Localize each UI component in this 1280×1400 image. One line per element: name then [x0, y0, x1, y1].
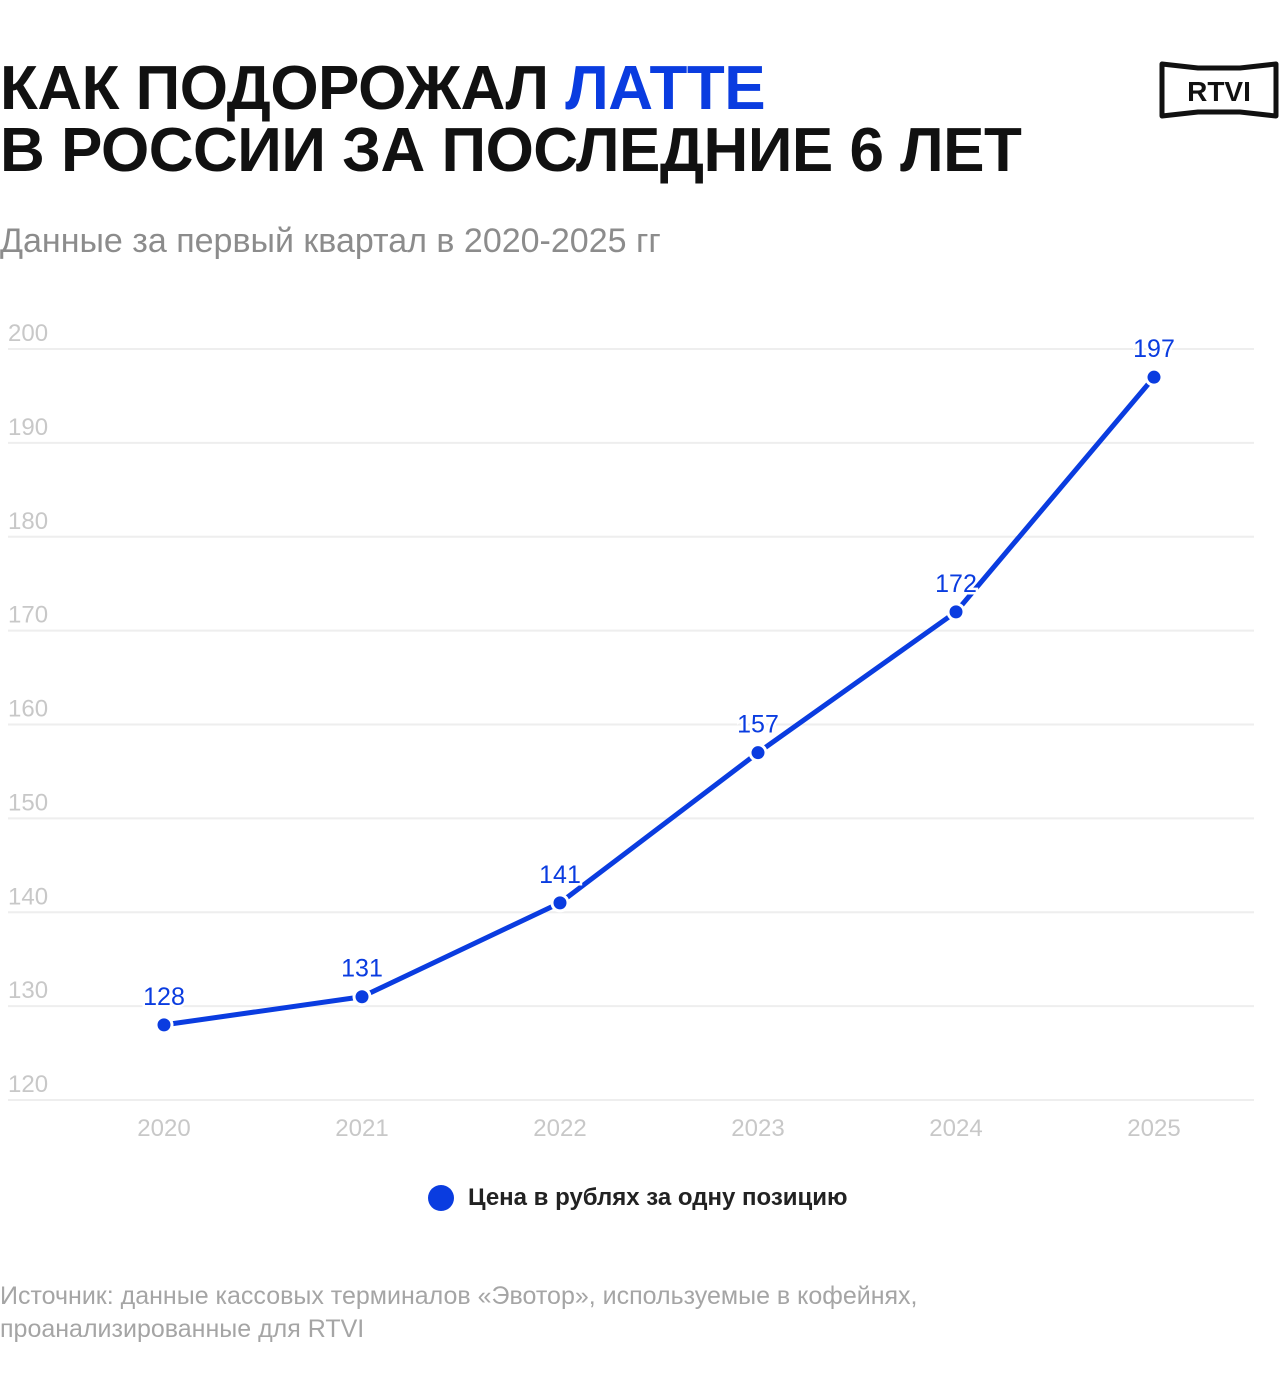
y-tick-label: 160	[8, 696, 48, 723]
line-chart: 200 190 180 170 160 150 140 130 120 2020 2021 2022…	[8, 320, 1254, 1142]
x-tick-label: 2025	[1127, 1115, 1180, 1142]
y-tick-label: 170	[8, 602, 48, 629]
data-label: 197	[1133, 335, 1175, 363]
x-tick-label: 2021	[335, 1115, 388, 1142]
x-tick-label: 2022	[533, 1115, 586, 1142]
y-tick-label: 130	[8, 977, 48, 1004]
source-note: Источник: данные кассовых терминалов «Эв…	[0, 1280, 1200, 1346]
rtvi-logo: RTVI	[1158, 58, 1280, 122]
data-point	[154, 1015, 174, 1035]
source-line-1: Источник: данные кассовых терминалов «Эв…	[0, 1282, 918, 1310]
title-line-1: КАК ПОДОРОЖАЛ ЛАТТЕ	[0, 58, 1021, 120]
data-label: 157	[737, 711, 779, 739]
chart-subtitle: Данные за первый квартал в 2020-2025 гг	[0, 222, 661, 260]
data-point	[946, 602, 966, 622]
legend-label: Цена в рублях за одну позицию	[468, 1184, 848, 1211]
data-point	[352, 987, 372, 1007]
data-label: 128	[143, 983, 185, 1011]
y-tick-label: 150	[8, 789, 48, 816]
data-labels: 128 131 141 157 172 197	[141, 333, 1178, 1014]
title-prefix: КАК ПОДОРОЖАЛ	[0, 54, 566, 123]
y-tick-label: 140	[8, 883, 48, 910]
x-tick-label: 2020	[137, 1115, 190, 1142]
y-tick-label: 120	[8, 1071, 48, 1098]
data-label: 141	[539, 861, 581, 889]
source-line-2: проанализированные для RTVI	[0, 1315, 365, 1343]
data-point	[748, 743, 768, 763]
x-tick-label: 2024	[929, 1115, 982, 1142]
series-line	[161, 374, 1157, 1028]
x-tick-label: 2023	[731, 1115, 784, 1142]
data-point	[550, 893, 570, 913]
title-accent: ЛАТТЕ	[565, 54, 766, 123]
y-tick-label: 200	[8, 320, 48, 347]
y-tick-label: 190	[8, 414, 48, 441]
y-tick-label: 180	[8, 508, 48, 535]
data-label: 131	[341, 955, 383, 983]
chart-title: КАК ПОДОРОЖАЛ ЛАТТЕ В РОССИИ ЗА ПОСЛЕДНИ…	[0, 58, 1022, 185]
x-axis-ticks: 2020 2021 2022 2023 2024 2025	[137, 1115, 1180, 1142]
logo-text: RTVI	[1187, 76, 1251, 107]
y-axis-ticks: 200 190 180 170 160 150 140 130 120	[8, 320, 48, 1098]
grid-lines	[8, 348, 1254, 1101]
data-point	[1144, 367, 1164, 387]
title-line-2: В РОССИИ ЗА ПОСЛЕДНИЕ 6 ЛЕТ	[0, 116, 1022, 185]
data-points	[154, 367, 1164, 1035]
series-line-layer	[161, 374, 1157, 1028]
chart-legend: Цена в рублях за одну позицию	[428, 1180, 848, 1216]
data-label: 172	[935, 570, 977, 598]
legend-marker	[428, 1185, 454, 1211]
